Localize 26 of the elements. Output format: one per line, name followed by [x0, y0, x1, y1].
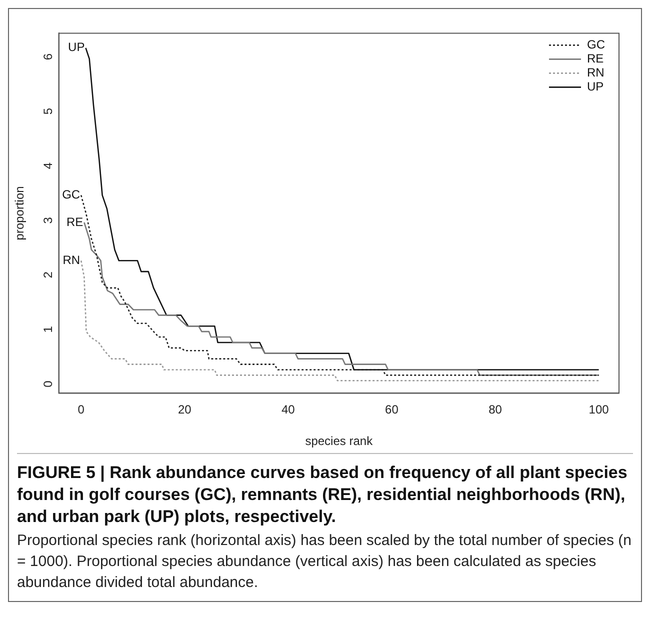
y-tick-label: 6: [41, 53, 56, 60]
line-series: [80, 260, 600, 382]
legend-label: RE: [587, 52, 604, 66]
annotation: UP: [68, 40, 85, 54]
legend-label: UP: [587, 80, 604, 94]
x-axis-title: species rank: [305, 434, 374, 448]
y-tick-label: 2: [41, 271, 56, 278]
x-tick-label: 20: [178, 402, 192, 417]
x-tick-label: 60: [385, 402, 399, 417]
x-tick-label: 0: [78, 402, 85, 417]
y-axis-title: proportion: [12, 186, 27, 240]
text: Proportional species rank (horizontal axis) has been scaled by the total number of species (n = 1000). Proportional species abundance (vertical axis) has been calculated as species abundance divided total abundance.: [17, 531, 632, 593]
y-tick-label: 3: [41, 216, 56, 224]
y-tick-label: 0: [41, 380, 56, 388]
text: FIGURE 5 | Rank abundance curves based on frequency of all plant species found in golf courses (GC), remnants (RE), residential neighborhoods (RN), and urban park (UP) plots, respectively.: [17, 462, 628, 528]
legend-label: RN: [587, 66, 604, 80]
x-tick-label: 80: [488, 402, 502, 417]
y-tick-label: 5: [41, 108, 56, 115]
y-tick-label: 1: [41, 326, 56, 333]
legend-label: GC: [587, 38, 606, 52]
annotation: RN: [62, 252, 80, 267]
x-tick-label: 40: [281, 402, 296, 417]
y-tick-label: 4: [41, 162, 56, 170]
annotation: RE: [66, 214, 84, 229]
annotation: GC: [62, 188, 80, 202]
x-tick-label: 100: [588, 402, 610, 417]
